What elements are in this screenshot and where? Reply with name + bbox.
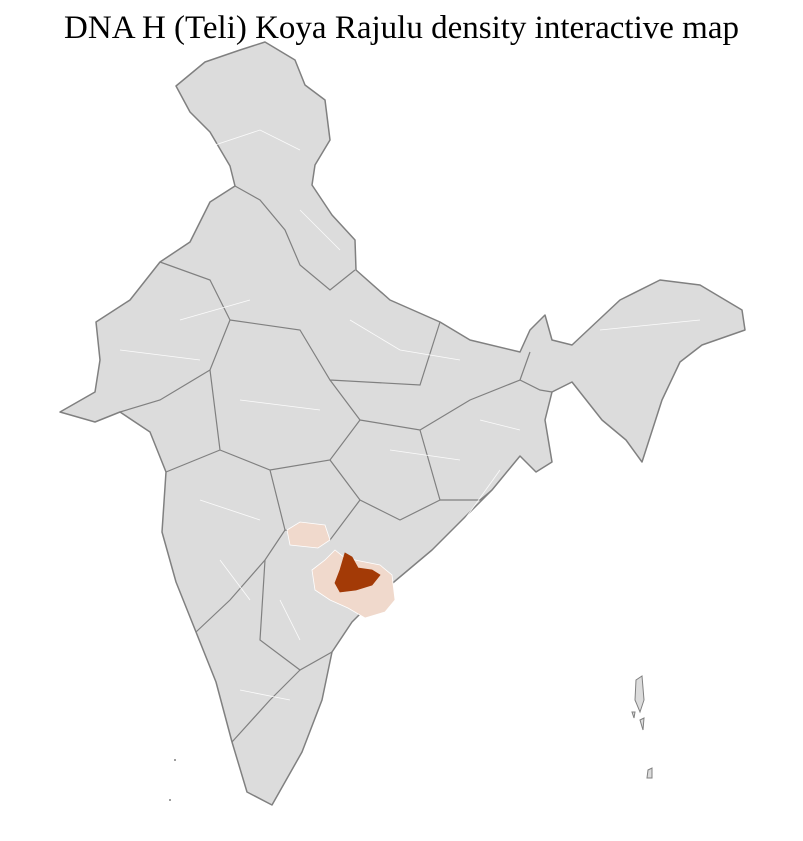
- india-outline[interactable]: [59, 41, 746, 806]
- district-high-density[interactable]: [334, 552, 381, 593]
- district-borders: [119, 129, 701, 701]
- map-title: DNA H (Teli) Koya Rajulu density interac…: [64, 10, 739, 46]
- andaman-nicobar-islands[interactable]: [631, 675, 653, 779]
- district-low-density-north[interactable]: [286, 521, 331, 549]
- lakshadweep-islands: [169, 759, 176, 801]
